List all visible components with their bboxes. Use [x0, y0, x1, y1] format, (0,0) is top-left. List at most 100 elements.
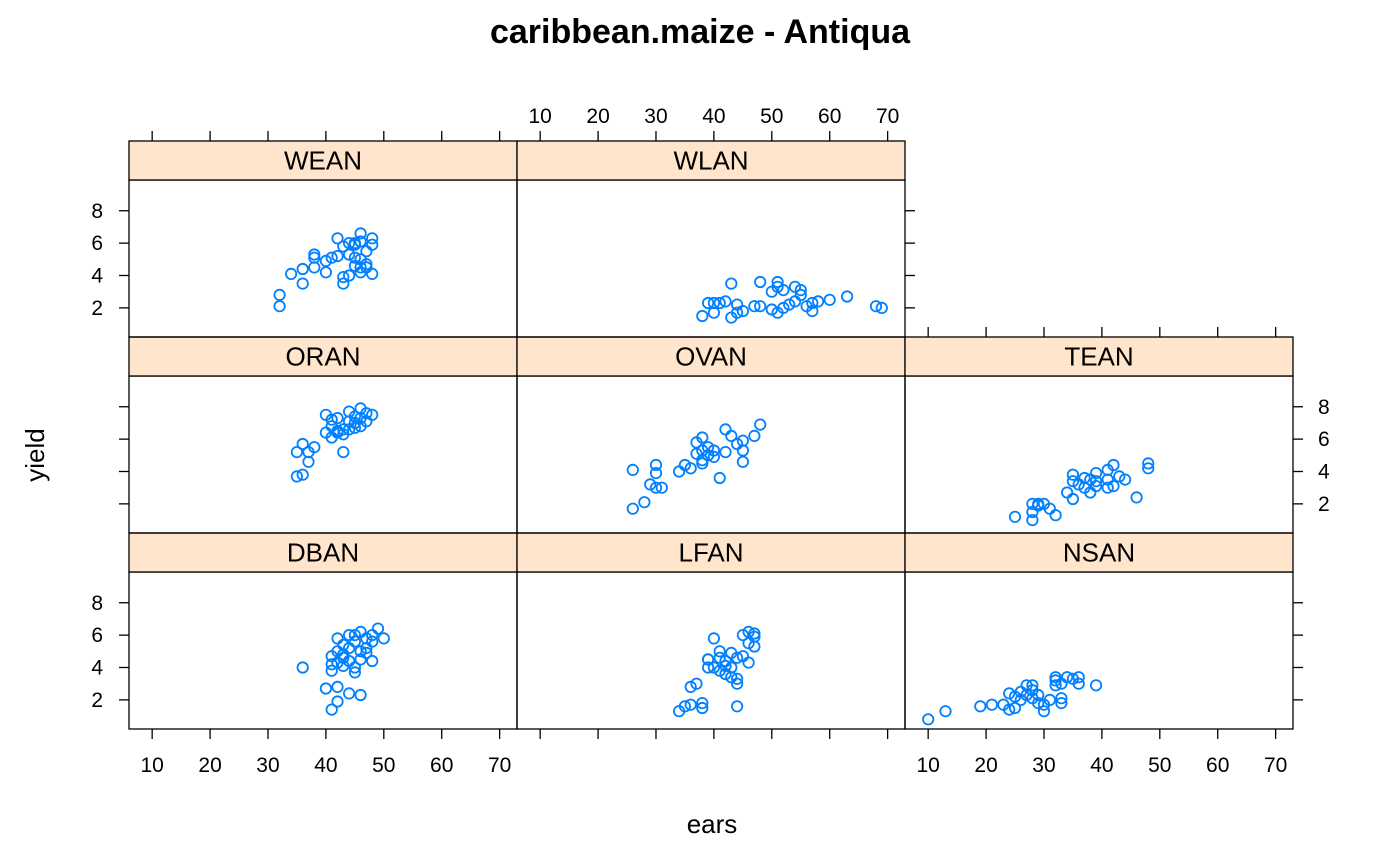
data-point [1026, 513, 1039, 527]
data-point [713, 645, 726, 658]
x-tick-label: 30 [1032, 754, 1055, 777]
data-point [366, 408, 379, 421]
data-point [707, 632, 721, 645]
data-point [701, 441, 715, 454]
data-point [1090, 466, 1103, 480]
data-point [754, 418, 767, 431]
data-point [974, 700, 987, 713]
data-point [354, 253, 367, 266]
data-point [325, 413, 338, 426]
data-point [771, 275, 784, 289]
data-point [678, 700, 692, 713]
data-point [308, 441, 321, 454]
data-point [1049, 679, 1062, 692]
x-tick-label: 60 [1206, 754, 1229, 777]
data-point [690, 677, 703, 690]
panel-oran: ORAN [128, 336, 518, 534]
strip-label: NSAN [1063, 538, 1135, 568]
data-point [684, 698, 697, 711]
y-tick-label: 8 [91, 200, 103, 223]
data-point [296, 661, 309, 674]
data-point [719, 445, 732, 459]
data-point [742, 656, 755, 669]
data-point [348, 635, 361, 648]
y-tick-label: 4 [91, 656, 103, 679]
strip-background [128, 140, 518, 181]
data-point [354, 688, 367, 702]
x-tick-label: 50 [372, 754, 395, 777]
data-point [748, 627, 761, 640]
x-tick-label: 10 [528, 105, 551, 128]
data-point [777, 283, 790, 297]
data-point [696, 696, 709, 710]
data-point [308, 251, 321, 264]
data-point [342, 237, 356, 250]
data-point [649, 458, 663, 472]
data-point [348, 410, 361, 423]
panel-wean: WEAN [128, 140, 518, 338]
data-point [337, 270, 350, 284]
y-tick-label: 8 [91, 592, 103, 615]
data-point [1072, 671, 1085, 684]
data-point [1032, 688, 1045, 702]
data-point [788, 280, 802, 293]
x-tick-label: 70 [1264, 754, 1287, 777]
data-point [296, 468, 309, 481]
strip-label: WEAN [284, 146, 362, 176]
data-point [725, 277, 738, 290]
x-tick-label: 70 [488, 754, 511, 777]
data-point [1026, 679, 1039, 692]
data-point [331, 232, 344, 245]
data-point [337, 651, 350, 664]
x-axis-label: ears [687, 809, 738, 839]
data-point [939, 705, 952, 718]
y-tick-label: 4 [1318, 460, 1330, 483]
data-point [1008, 701, 1022, 715]
panel-wlan: WLAN [516, 140, 906, 338]
data-point [678, 458, 692, 472]
data-point [794, 283, 807, 297]
data-point [354, 227, 367, 240]
panel-frame [128, 375, 518, 534]
strip-label: TEAN [1064, 342, 1133, 372]
data-point [638, 496, 651, 509]
x-tick-label: 50 [1148, 754, 1171, 777]
data-point [701, 661, 715, 674]
data-point [331, 250, 344, 263]
data-point [1090, 679, 1103, 692]
panel-nsan: NSAN [904, 532, 1294, 730]
data-point [1107, 479, 1120, 493]
data-point [342, 269, 356, 282]
data-point [730, 306, 744, 319]
data-point [319, 682, 332, 695]
data-point [331, 632, 344, 645]
panel-lfan: LFAN [516, 532, 906, 730]
strip-label: OVAN [675, 342, 747, 372]
data-point [707, 444, 721, 457]
x-tick-label: 40 [1090, 754, 1113, 777]
data-point [337, 445, 350, 459]
data-point [1026, 497, 1039, 510]
data-point [337, 423, 350, 436]
x-tick-label: 40 [314, 754, 337, 777]
data-point [730, 700, 744, 713]
panel-ovan: OVAN [516, 336, 906, 534]
x-tick-label: 20 [198, 754, 221, 777]
data-point [1119, 473, 1132, 486]
data-point [696, 309, 709, 323]
data-point [325, 251, 338, 264]
data-point [985, 698, 999, 711]
data-point [806, 296, 819, 310]
data-point [1107, 458, 1120, 472]
data-point [707, 306, 721, 319]
data-point [360, 632, 373, 645]
data-point [319, 266, 332, 279]
data-point [1049, 509, 1062, 522]
data-point [284, 267, 298, 280]
data-point [649, 466, 663, 480]
data-point [922, 713, 935, 726]
data-point [806, 304, 819, 318]
panel-frame [516, 571, 906, 730]
data-point [672, 465, 686, 478]
data-point [1066, 492, 1080, 506]
